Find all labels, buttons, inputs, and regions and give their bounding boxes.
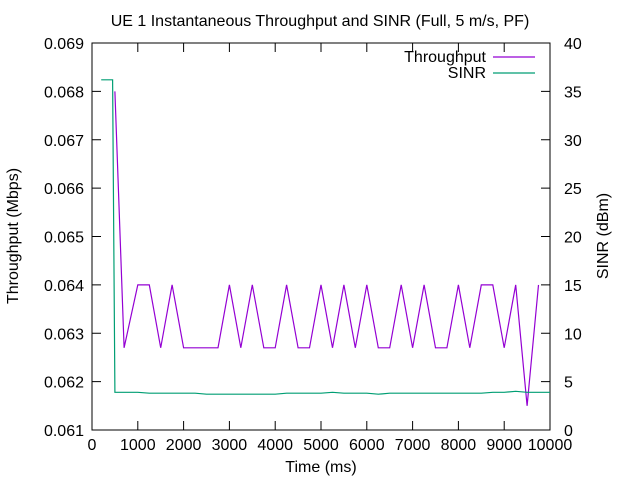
series-layer	[101, 79, 550, 406]
legend-label-sinr: SINR	[448, 65, 486, 82]
y2-tick-label: 15	[564, 278, 582, 295]
y-tick-label: 0.068	[44, 84, 84, 101]
series-line-throughput	[114, 91, 540, 406]
y2-tick-label: 0	[564, 423, 573, 440]
x-axis: 0 1000 2000 3000 4000 5000 6000 7000 8000 9000 100…	[88, 43, 573, 454]
x-tick-label: 10000	[528, 437, 573, 454]
x-tick-label: 3000	[212, 437, 248, 454]
plot-frame	[91, 42, 551, 431]
y2-tick-label: 10	[564, 326, 582, 343]
legend-label-throughput: Throughput	[404, 49, 486, 66]
y-axis-label: Throughput (Mbps)	[5, 168, 22, 304]
y-axis-right: 0 5 10 15 20 25 30 35 40	[541, 36, 582, 440]
y2-tick-label: 5	[564, 375, 573, 392]
x-tick-label: 1000	[120, 437, 156, 454]
x-tick-label: 0	[88, 437, 97, 454]
y-tick-label: 0.061	[44, 423, 84, 440]
series-line-sinr	[101, 79, 550, 395]
x-tick-label: 6000	[349, 437, 385, 454]
y-tick-label: 0.065	[44, 230, 84, 247]
x-tick-label: 2000	[166, 437, 202, 454]
y2-tick-label: 20	[564, 230, 582, 247]
chart-title: UE 1 Instantaneous Throughput and SINR (…	[111, 13, 530, 30]
y2-tick-label: 40	[564, 36, 582, 53]
y-tick-label: 0.062	[44, 375, 84, 392]
x-tick-label: 8000	[441, 437, 477, 454]
x-axis-label: Time (ms)	[285, 459, 356, 476]
x-tick-label: 5000	[303, 437, 339, 454]
y-tick-label: 0.069	[44, 36, 84, 53]
y2-tick-label: 30	[564, 133, 582, 150]
y2-tick-label: 35	[564, 84, 582, 101]
y2-tick-label: 25	[564, 181, 582, 198]
y-tick-label: 0.067	[44, 133, 84, 150]
y-axis-left: 0.061 0.062 0.063 0.064 0.065 0.066 0.067 0.068…	[44, 36, 101, 440]
y-tick-label: 0.063	[44, 326, 84, 343]
y-tick-label: 0.064	[44, 278, 84, 295]
y-tick-label: 0.066	[44, 181, 84, 198]
y2-axis-label: SINR (dBm)	[595, 193, 612, 279]
x-tick-label: 4000	[257, 437, 293, 454]
x-tick-label: 7000	[395, 437, 431, 454]
x-tick-label: 9000	[486, 437, 522, 454]
